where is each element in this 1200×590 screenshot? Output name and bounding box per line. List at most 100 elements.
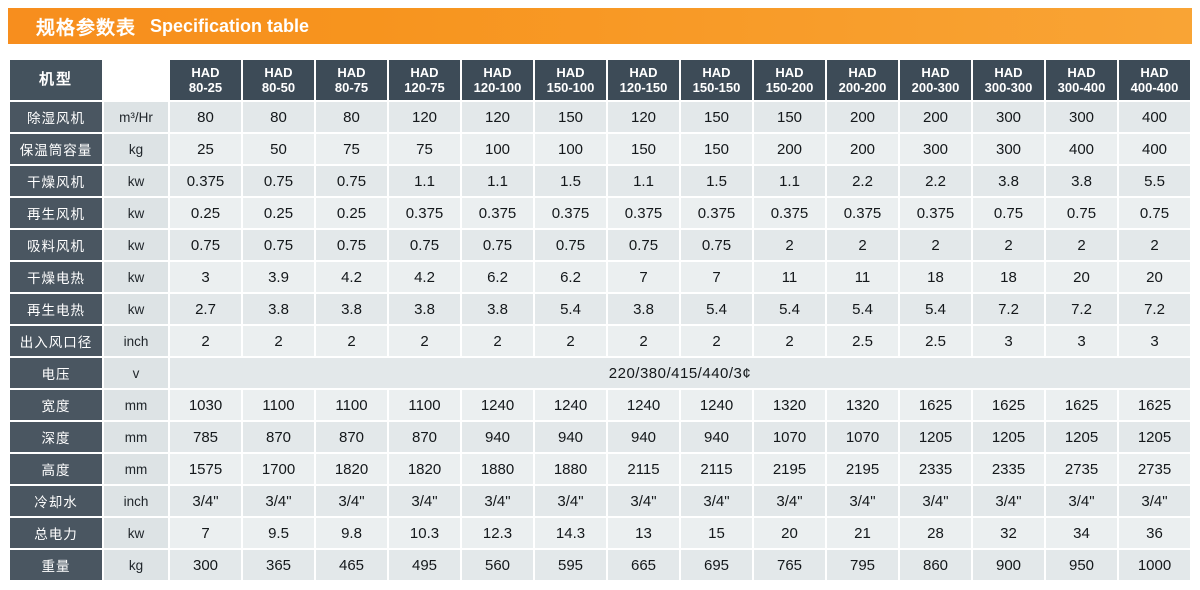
merged-value-cell: 220/380/415/440/3¢ [170, 358, 1190, 388]
spec-cell: 4.2 [316, 262, 387, 292]
row-label: 再生电热 [10, 294, 102, 324]
row-label: 干燥电热 [10, 262, 102, 292]
spec-cell: 6.2 [535, 262, 606, 292]
spec-cell: 1625 [973, 390, 1044, 420]
spec-cell: 3.9 [243, 262, 314, 292]
row-label: 总电力 [10, 518, 102, 548]
spec-cell: 1880 [462, 454, 533, 484]
model-header-had-80-50: HAD 80-50 [243, 60, 314, 100]
spec-cell: 0.75 [170, 230, 241, 260]
row-label: 除湿风机 [10, 102, 102, 132]
spec-cell: 80 [243, 102, 314, 132]
spec-cell: 300 [1046, 102, 1117, 132]
spec-cell: 1205 [1046, 422, 1117, 452]
spec-cell: 0.75 [389, 230, 460, 260]
spec-cell: 400 [1119, 134, 1190, 164]
spec-cell: 20 [1046, 262, 1117, 292]
spec-cell: 0.75 [243, 166, 314, 196]
spec-row-8: 出入风口径 inch 2 2 2 2 2 2 2 2 2 2.5 2.5 3 3 3 [10, 326, 1190, 356]
spec-row-10: 宽度 mm 1030 1100 1100 1100 1240 1240 1240 1240 1320… [10, 390, 1190, 420]
spec-row-2: 保温筒容量 kg 25 50 75 75 100 100 150 150 200 200 300 300 4… [10, 134, 1190, 164]
spec-cell: 870 [316, 422, 387, 452]
spec-cell: 940 [681, 422, 752, 452]
unit-cell: inch [104, 486, 168, 516]
spec-cell: 785 [170, 422, 241, 452]
spec-cell: 595 [535, 550, 606, 580]
spec-cell: 5.4 [535, 294, 606, 324]
table-body: 除湿风机 m³/Hr 80 80 80 120 120 150 120 150 150 200 200 3… [10, 102, 1190, 580]
spec-cell: 300 [900, 134, 971, 164]
spec-cell: 200 [827, 102, 898, 132]
spec-cell: 7.2 [1119, 294, 1190, 324]
spec-cell: 900 [973, 550, 1044, 580]
row-label: 吸料风机 [10, 230, 102, 260]
spec-row-9: 电压 v 220/380/415/440/3¢ [10, 358, 1190, 388]
spec-cell: 0.375 [681, 198, 752, 228]
spec-cell: 3.8 [243, 294, 314, 324]
spec-cell: 1000 [1119, 550, 1190, 580]
spec-cell: 1100 [243, 390, 314, 420]
spec-cell: 2735 [1046, 454, 1117, 484]
spec-cell: 2.2 [900, 166, 971, 196]
spec-cell: 300 [170, 550, 241, 580]
spec-cell: 3/4" [316, 486, 387, 516]
spec-row-14: 总电力 kw 7 9.5 9.8 10.3 12.3 14.3 13 15 20 21 28 32 34 36 [10, 518, 1190, 548]
spec-cell: 465 [316, 550, 387, 580]
spec-cell: 765 [754, 550, 825, 580]
row-label: 电压 [10, 358, 102, 388]
spec-cell: 0.75 [243, 230, 314, 260]
spec-cell: 1240 [681, 390, 752, 420]
spec-cell: 3.8 [389, 294, 460, 324]
spec-row-3: 干燥风机 kw 0.375 0.75 0.75 1.1 1.1 1.5 1.1 1.5 1.1 2.2… [10, 166, 1190, 196]
spec-cell: 2 [170, 326, 241, 356]
spec-cell: 940 [608, 422, 679, 452]
spec-cell: 3/4" [1046, 486, 1117, 516]
spec-cell: 870 [243, 422, 314, 452]
spec-cell: 1205 [900, 422, 971, 452]
spec-cell: 3 [973, 326, 1044, 356]
spec-cell: 3.8 [316, 294, 387, 324]
spec-cell: 5.4 [754, 294, 825, 324]
spec-cell: 1.1 [608, 166, 679, 196]
model-header-had-120-150: HAD 120-150 [608, 60, 679, 100]
spec-cell: 1205 [973, 422, 1044, 452]
unit-cell: v [104, 358, 168, 388]
spec-cell: 1100 [316, 390, 387, 420]
spec-cell: 0.75 [462, 230, 533, 260]
spec-cell: 36 [1119, 518, 1190, 548]
row-label: 保温筒容量 [10, 134, 102, 164]
spec-cell: 1240 [535, 390, 606, 420]
unit-cell: mm [104, 454, 168, 484]
spec-cell: 18 [900, 262, 971, 292]
spec-cell: 2 [1119, 230, 1190, 260]
spec-cell: 0.75 [681, 230, 752, 260]
spec-cell: 3/4" [389, 486, 460, 516]
spec-cell: 1.1 [389, 166, 460, 196]
spec-cell: 495 [389, 550, 460, 580]
spec-cell: 3/4" [243, 486, 314, 516]
spec-cell: 400 [1119, 102, 1190, 132]
spec-cell: 2195 [827, 454, 898, 484]
spec-cell: 1700 [243, 454, 314, 484]
spec-cell: 1.5 [535, 166, 606, 196]
spec-cell: 5.5 [1119, 166, 1190, 196]
spec-cell: 32 [973, 518, 1044, 548]
spec-cell: 3/4" [1119, 486, 1190, 516]
spec-cell: 2 [462, 326, 533, 356]
spec-cell: 11 [827, 262, 898, 292]
spec-cell: 120 [389, 102, 460, 132]
spec-cell: 0.25 [243, 198, 314, 228]
row-label: 重量 [10, 550, 102, 580]
row-label: 宽度 [10, 390, 102, 420]
unit-cell: kg [104, 550, 168, 580]
spec-cell: 3/4" [681, 486, 752, 516]
spec-cell: 1320 [754, 390, 825, 420]
spec-cell: 1820 [316, 454, 387, 484]
spec-cell: 0.375 [608, 198, 679, 228]
unit-cell: kw [104, 230, 168, 260]
spec-cell: 200 [900, 102, 971, 132]
spec-cell: 1240 [608, 390, 679, 420]
spec-cell: 9.5 [243, 518, 314, 548]
spec-cell: 9.8 [316, 518, 387, 548]
spec-cell: 1100 [389, 390, 460, 420]
